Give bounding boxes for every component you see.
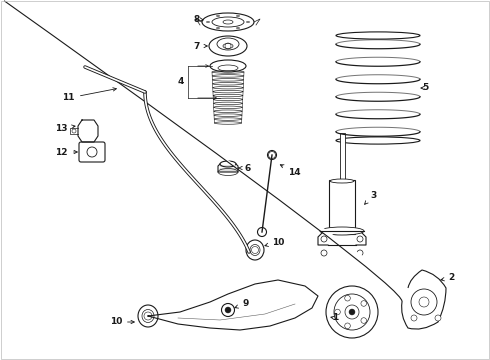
Circle shape <box>349 309 355 315</box>
Circle shape <box>221 303 235 316</box>
Text: 6: 6 <box>239 163 250 172</box>
Circle shape <box>326 286 378 338</box>
Ellipse shape <box>142 310 154 323</box>
Text: 8: 8 <box>194 14 203 23</box>
Circle shape <box>87 147 97 157</box>
Circle shape <box>345 305 359 319</box>
Circle shape <box>321 250 327 256</box>
Ellipse shape <box>320 227 364 235</box>
Circle shape <box>258 228 267 237</box>
Text: 9: 9 <box>235 300 248 309</box>
Circle shape <box>435 315 441 321</box>
Ellipse shape <box>138 305 158 327</box>
Circle shape <box>321 236 327 242</box>
PathPatch shape <box>402 270 446 329</box>
Circle shape <box>357 236 363 242</box>
Text: 1: 1 <box>331 314 338 323</box>
Circle shape <box>419 297 429 307</box>
Ellipse shape <box>330 179 354 183</box>
Ellipse shape <box>269 152 275 158</box>
Circle shape <box>225 307 231 313</box>
Circle shape <box>411 315 417 321</box>
Circle shape <box>345 323 350 329</box>
Text: 5: 5 <box>421 84 428 93</box>
Text: 3: 3 <box>365 190 376 204</box>
Ellipse shape <box>250 244 260 256</box>
Circle shape <box>251 247 259 253</box>
Circle shape <box>335 309 340 315</box>
Circle shape <box>268 150 276 159</box>
Ellipse shape <box>246 240 264 260</box>
Circle shape <box>361 318 367 323</box>
Circle shape <box>72 129 76 133</box>
Circle shape <box>144 312 152 320</box>
Circle shape <box>411 289 437 315</box>
Text: 13: 13 <box>55 123 75 132</box>
Circle shape <box>361 301 367 306</box>
Text: 10: 10 <box>265 238 284 247</box>
Circle shape <box>357 250 363 256</box>
Text: 11: 11 <box>63 88 116 103</box>
Text: 12: 12 <box>55 148 77 157</box>
Circle shape <box>334 294 370 330</box>
FancyBboxPatch shape <box>79 142 105 162</box>
Circle shape <box>345 296 350 301</box>
FancyBboxPatch shape <box>340 133 344 183</box>
Text: 14: 14 <box>280 165 301 176</box>
Text: 10: 10 <box>110 318 134 327</box>
Text: 7: 7 <box>194 41 207 50</box>
Text: 2: 2 <box>441 274 454 283</box>
Text: 4: 4 <box>177 77 184 86</box>
FancyBboxPatch shape <box>329 180 355 234</box>
